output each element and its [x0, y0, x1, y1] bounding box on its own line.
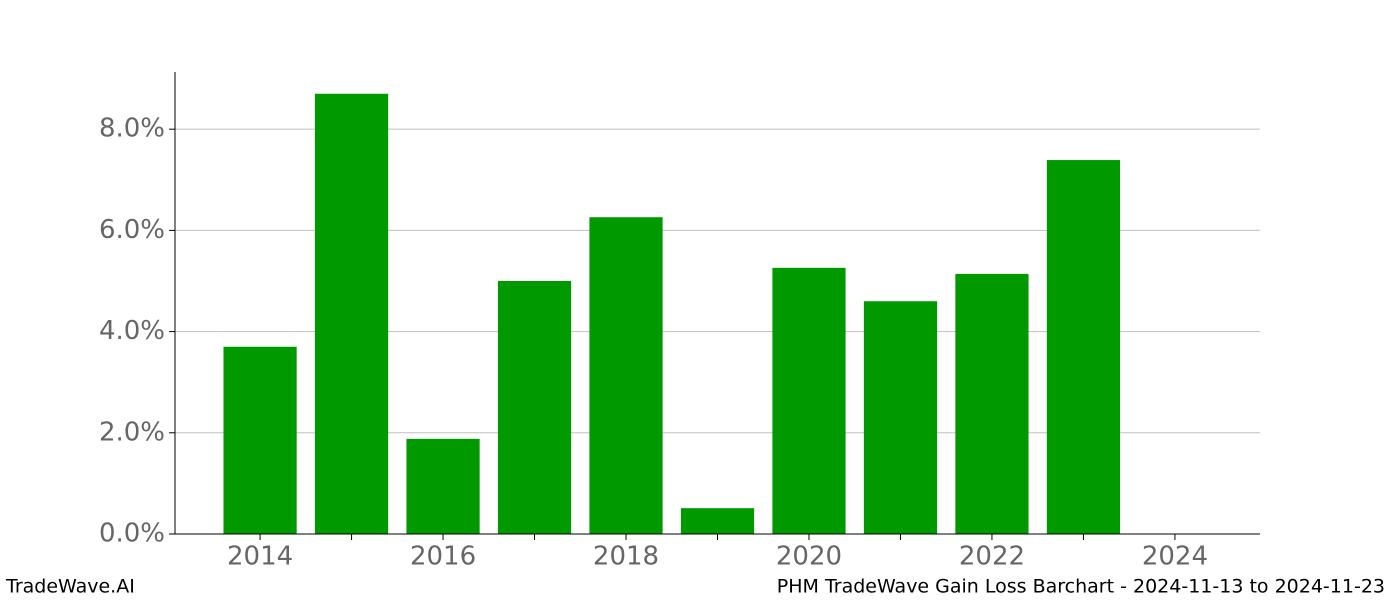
bar: [223, 346, 297, 534]
x-tick-label: 2022: [959, 542, 1025, 572]
y-tick-label: 2.0%: [99, 417, 165, 447]
footer-right: PHM TradeWave Gain Loss Barchart - 2024-…: [777, 576, 1385, 598]
bar: [406, 438, 480, 534]
y-tick-label: 8.0%: [99, 114, 165, 144]
bar: [680, 508, 755, 534]
y-tick-label: 4.0%: [99, 316, 165, 346]
x-tick-label: 2020: [776, 542, 842, 572]
bar: [497, 280, 572, 534]
bar: [314, 93, 389, 534]
footer-left: TradeWave.AI: [5, 576, 135, 598]
x-tick-label: 2018: [593, 542, 659, 572]
bar: [772, 267, 846, 534]
y-tick-label: 0.0%: [99, 519, 165, 549]
bar: [955, 273, 1029, 534]
y-tick-label: 6.0%: [99, 215, 165, 245]
bar: [589, 217, 663, 534]
bar: [1046, 160, 1121, 534]
x-tick-label: 2024: [1142, 542, 1208, 572]
bar: [863, 301, 938, 534]
x-tick-label: 2014: [227, 542, 293, 572]
x-tick-label: 2016: [410, 542, 476, 572]
